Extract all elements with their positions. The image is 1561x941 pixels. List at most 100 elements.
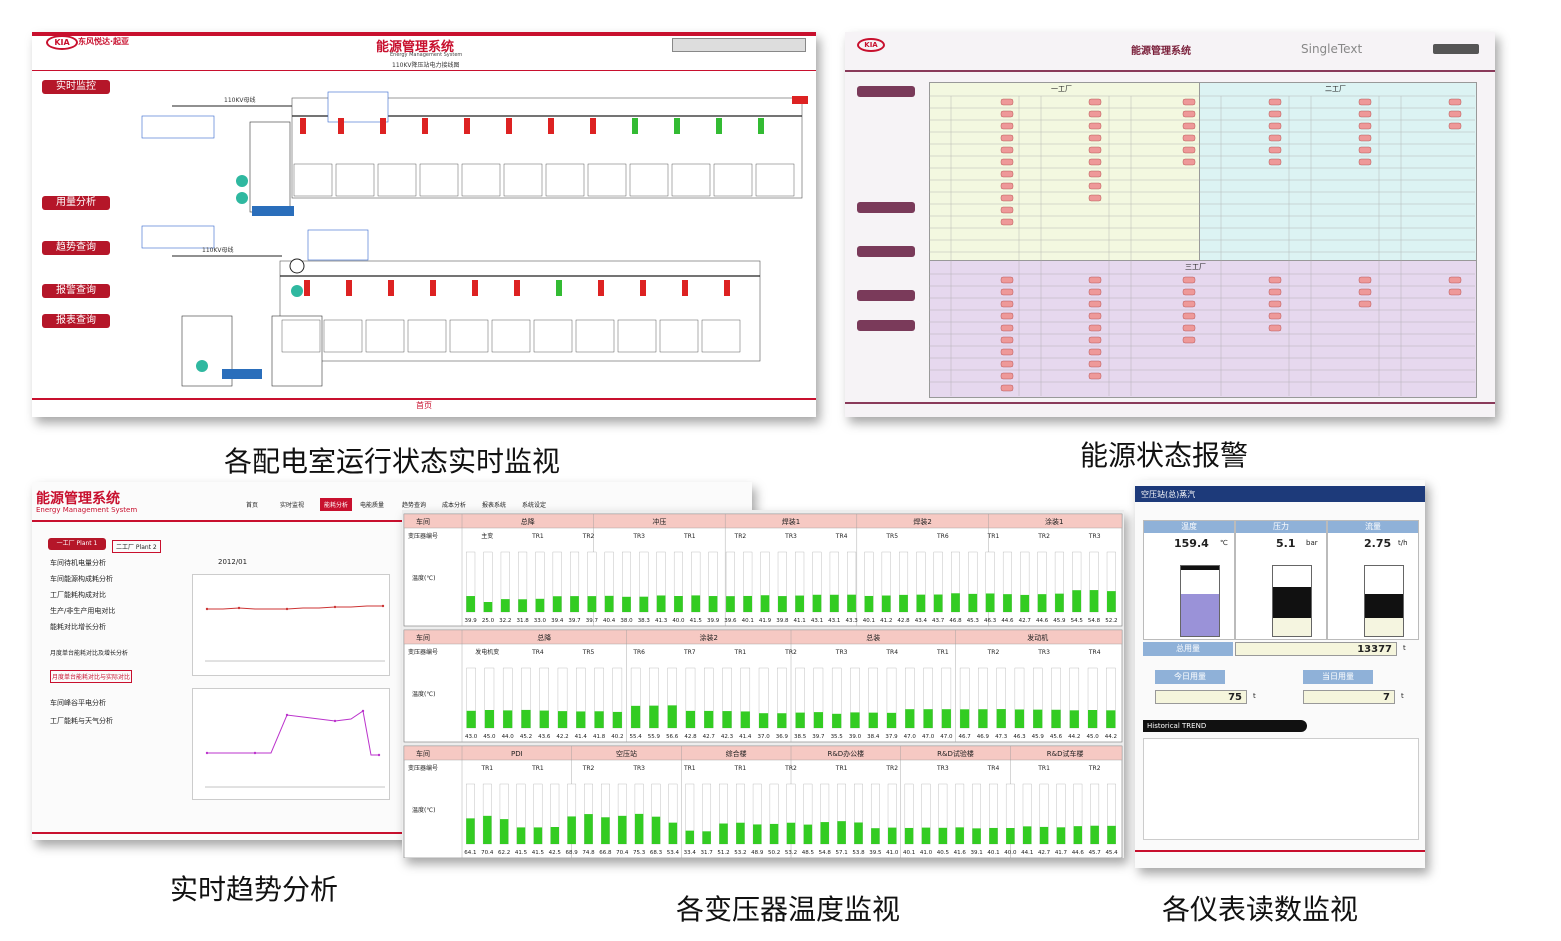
temp-value: 54.8 [819,850,832,856]
temp-value: 48.5 [802,850,815,856]
temp-bar [594,711,604,728]
workshop-name: R&D办公楼 [827,749,864,758]
nav-btn-1[interactable] [857,86,915,97]
temp-bar [1056,827,1066,844]
temp-value: 39.7 [812,734,825,740]
nav-trend-query[interactable]: 趋势查询 [42,241,110,255]
temp-bar [820,822,829,844]
temp-bar [871,828,880,844]
transformer-id: TR1 [734,765,747,772]
menu-item-selected[interactable]: 月度单台能耗对比与实际对比 [50,670,133,683]
temp-bar [829,594,839,612]
temp-bar [769,823,779,844]
nav-btn-2[interactable] [857,202,915,213]
menu-item[interactable]: 能耗对比增长分析 [50,623,106,631]
device-label: 变压器编号 [408,648,438,656]
system-title-cn: 能源管理系统 [36,491,120,507]
nav-btn-4[interactable] [857,290,915,301]
temp-bar [1006,828,1015,844]
menu-item[interactable]: 车间能源构成耗分析 [50,575,113,583]
temp-value: 54.8 [1088,618,1101,624]
nav-btn-5[interactable] [857,320,915,331]
menu-item[interactable]: 车间峰谷平电分析 [50,699,106,707]
tab-report[interactable]: 报表系统 [482,502,507,509]
tab-plant-2[interactable]: 二工厂 Plant 2 [112,540,161,553]
temp-bar [968,593,978,612]
nav-btn-3[interactable] [857,246,915,257]
temp-bar [1090,825,1099,844]
temp-value: 38.3 [638,618,651,624]
header-control-box[interactable] [672,38,806,52]
menu-item[interactable]: 生产/非生产用电对比 [50,607,116,615]
nav-report-query[interactable]: 报表查询 [42,314,110,328]
temp-value: 41.4 [575,734,588,740]
tab-power-quality[interactable]: 电能质量 [360,502,385,509]
system-title-cn: 能源管理系统 [376,40,455,55]
temp-value: 39.7 [568,618,581,624]
temp-bar [639,596,649,612]
temp-bar [668,822,678,844]
temp-value: 41.3 [655,618,668,624]
menu-item[interactable]: 车间待机电量分析 [50,559,106,567]
temp-value: 68.3 [650,850,663,856]
temp-bar [484,710,494,728]
footer-home-link[interactable]: 首页 [416,401,432,410]
transformer-id: TR2 [1037,533,1050,540]
temp-bar [704,710,714,728]
temp-bar [719,823,728,844]
temp-bar [618,815,627,844]
temp-bar [604,595,614,612]
tab-realtime[interactable]: 实时监视 [280,502,305,509]
temp-value: 38.5 [794,734,807,740]
temp-bar [888,827,897,844]
temp-bar [1055,593,1064,612]
temp-bar [921,827,931,844]
transformer-id: TR3 [632,533,645,540]
nav-usage-analysis[interactable]: 用量分析 [42,196,110,210]
tab-plant-1[interactable]: 一工厂 Plant 1 [48,538,106,550]
menu-item[interactable]: 月度单台能耗对比及增长分析 [50,650,129,657]
temp-bar [570,596,579,612]
temp-bar [1039,826,1049,844]
temp-label: 温度(℃) [412,806,435,814]
temp-bar [466,596,475,612]
temp-value: 39.9 [465,618,478,624]
date-selector[interactable]: 2012/01 [218,558,248,566]
temp-value: 38.4 [867,734,880,740]
temp-value: 32.2 [499,618,511,624]
transformer-id: TR3 [936,765,949,772]
temp-value: 43.0 [465,734,478,740]
menu-item[interactable]: 工厂能耗构成对比 [50,591,106,599]
temp-value: 39.9 [707,618,720,624]
temp-bar [651,816,661,844]
temp-value: 57.1 [835,850,847,856]
total-usage-unit: t [1403,644,1406,652]
tab-trend-query[interactable]: 趋势查询 [402,502,427,509]
workshop-name: 总装 [866,633,880,642]
temp-value: 46.3 [984,618,997,624]
temp-header-band [403,629,1123,645]
workshop-name: 焊装2 [913,517,931,526]
temp-value: 40.4 [603,618,616,624]
transformer-id: TR1 [987,533,1000,540]
tab-cost[interactable]: 成本分析 [442,502,467,509]
caption-meter-reading: 各仪表读数监视 [1162,893,1359,926]
tab-consumption[interactable]: 能耗分析 [320,498,353,511]
tab-home[interactable]: 首页 [246,502,259,509]
temp-bar [881,595,891,612]
temp-bar [1033,709,1043,728]
temp-value: 42.7 [1019,618,1032,624]
section-plant2: 二工厂 [1325,85,1346,93]
temp-value: 40.5 [937,850,950,856]
transformer-id: 发电机变 [475,648,499,656]
menu-item[interactable]: 工厂能耗与天气分析 [50,717,113,725]
gauge-bar-pressure [1272,565,1312,637]
header-control[interactable] [1433,44,1479,54]
nav-alarm-query[interactable]: 报警查询 [42,284,110,298]
tab-settings[interactable]: 系统设定 [522,502,547,509]
temp-bar [941,709,951,728]
nav-realtime-monitor[interactable]: 实时监控 [42,80,110,94]
transformer-id: TR6 [936,533,949,540]
temp-bar [702,831,711,844]
temp-bar [978,709,988,728]
